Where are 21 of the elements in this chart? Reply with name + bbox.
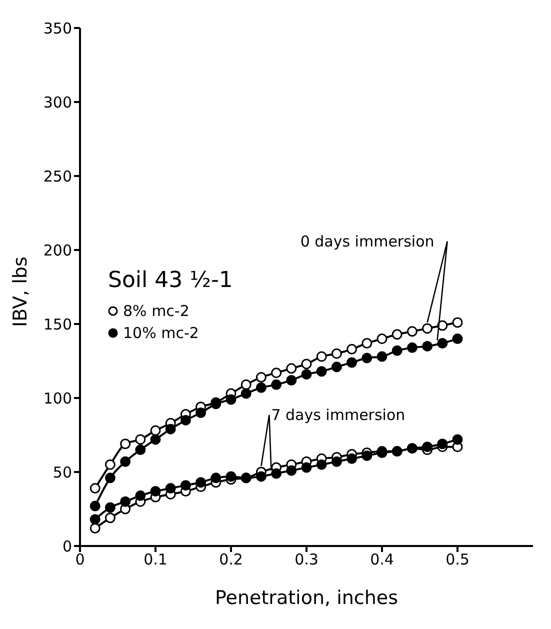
y-tick-label: 150	[43, 315, 72, 334]
x-tick-label: 0	[75, 550, 85, 569]
y-tick-label: 350	[43, 19, 72, 38]
y-tick-label: 100	[43, 389, 72, 408]
legend-title: Soil 43 ½-1	[108, 268, 233, 293]
x-tick-label: 0.3	[294, 550, 318, 569]
y-axis-title: IBV, lbs	[10, 256, 32, 327]
y-tick-label: 0	[62, 537, 72, 556]
annotation: 7 days immersion	[271, 406, 406, 424]
y-tick-label: 300	[43, 93, 72, 112]
y-tick-label: 50	[52, 463, 72, 482]
x-tick-label: 0.2	[219, 550, 243, 569]
x-axis-title: Penetration, inches	[215, 587, 398, 609]
legend-label: 10% mc-2	[123, 324, 199, 342]
x-tick-label: 0.1	[144, 550, 168, 569]
y-tick-label: 200	[43, 241, 72, 260]
x-tick-label: 0.5	[446, 550, 470, 569]
legend-label: 8% mc-2	[123, 302, 190, 320]
x-tick-label: 0.4	[370, 550, 394, 569]
annotation: 0 days immersion	[300, 232, 434, 250]
y-tick-label: 250	[43, 167, 72, 186]
